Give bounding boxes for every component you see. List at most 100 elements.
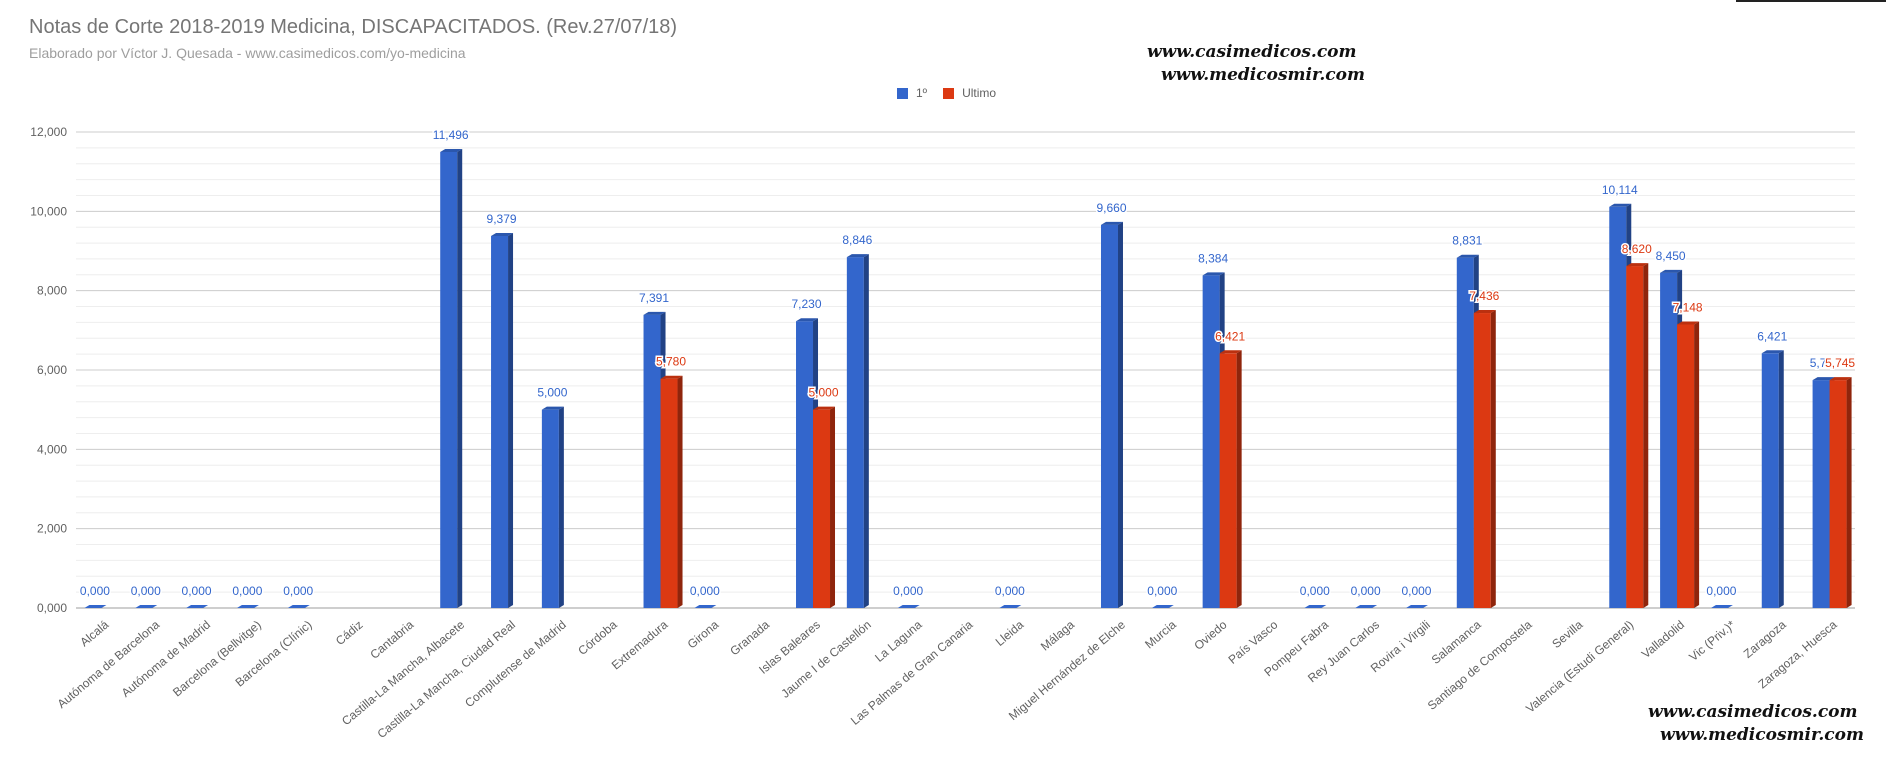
bar-side	[1236, 350, 1242, 608]
legend-item-series-2[interactable]: Ultimo	[943, 86, 996, 100]
bar-face	[1100, 224, 1118, 608]
bar-series-1[interactable]	[1355, 605, 1378, 608]
x-tick-label: Granada	[727, 617, 772, 658]
bar-face	[1660, 272, 1678, 608]
bar-side	[1846, 377, 1852, 608]
x-tick-label: Girona	[685, 617, 722, 651]
bar-side	[863, 254, 869, 608]
data-label: 0,000	[131, 584, 161, 598]
bar-series-2[interactable]	[813, 406, 836, 608]
y-tick-label: 4,000	[37, 442, 67, 456]
bar-top	[846, 254, 869, 258]
bar-top	[1677, 321, 1700, 325]
bar-series-1[interactable]	[999, 605, 1022, 608]
bar-side	[1490, 310, 1496, 608]
y-axis: 0,000 2,000 4,000 6,000 8,000 10,000 12,000	[30, 125, 67, 615]
bar-series-1[interactable]	[1151, 605, 1174, 608]
bar-top	[1761, 350, 1784, 354]
watermark-medicosmir-top: www.medicosmir.com	[1161, 65, 1365, 85]
bar-series-2[interactable]	[1473, 310, 1496, 608]
data-label: 6,421	[1215, 329, 1245, 343]
x-tick-label: Santiago de Compostela	[1425, 617, 1535, 712]
y-tick-label: 0,000	[37, 601, 67, 615]
bar-face	[1473, 313, 1491, 608]
chart-title: Notas de Corte 2018-2019 Medicina, DISCA…	[29, 16, 678, 38]
bar-series-1[interactable]	[1405, 605, 1428, 608]
bar-face	[1677, 324, 1695, 608]
data-label: 5,7...	[1810, 356, 1837, 370]
legend-item-series-1[interactable]: 1º	[897, 86, 927, 100]
bar-series-2[interactable]	[1829, 377, 1852, 608]
gridlines	[76, 131, 1855, 609]
bar-face	[1219, 353, 1237, 608]
bar-series-2[interactable]	[1677, 321, 1700, 608]
bar-series-1[interactable]	[135, 605, 158, 608]
x-tick-label: Alcalá	[77, 617, 111, 649]
bar-top	[1202, 272, 1225, 276]
bar-top	[643, 311, 666, 315]
x-tick-label: Oviedo	[1191, 617, 1229, 652]
bar-series-1[interactable]	[1761, 350, 1784, 608]
x-tick-label: Zaragoza	[1741, 617, 1789, 661]
bar-face	[1812, 380, 1830, 608]
bar-series-1[interactable]	[897, 605, 920, 608]
legend-label-series-1: 1º	[916, 86, 928, 100]
data-label: 0,000	[1351, 584, 1381, 598]
bar-series-1[interactable]	[694, 605, 717, 608]
watermark-medicosmir-bottom: www.medicosmir.com	[1660, 725, 1864, 745]
bar-face	[694, 605, 717, 608]
x-tick-label: Cádiz	[333, 618, 366, 648]
bar-series-1[interactable]	[236, 605, 259, 608]
data-label: 6,421	[1757, 329, 1787, 343]
data-label: 5,745	[1825, 356, 1855, 370]
data-label: 0,000	[80, 584, 110, 598]
data-label: 7,391	[639, 291, 669, 305]
bar-series-1[interactable]	[440, 148, 463, 608]
bar-series-1[interactable]	[541, 406, 564, 608]
x-tick-label: Complutense de Madrid	[462, 618, 569, 711]
bar-side	[677, 375, 683, 608]
x-tick-label: La Laguna	[872, 617, 925, 664]
data-label: 0,000	[232, 584, 262, 598]
bar-face	[660, 378, 678, 608]
y-tick-label: 6,000	[37, 363, 67, 377]
data-label: 7,436	[1469, 289, 1499, 303]
bar-side	[1694, 321, 1700, 608]
data-label: 8,384	[1198, 251, 1228, 265]
bar-series-2[interactable]	[1626, 263, 1649, 608]
bar-top	[1660, 269, 1683, 273]
data-label: 0,000	[1300, 584, 1330, 598]
data-label: 5,000	[808, 386, 838, 400]
y-tick-label: 12,000	[30, 125, 67, 139]
bar-series-2[interactable]	[1219, 350, 1242, 608]
y-tick-label: 2,000	[37, 522, 67, 536]
x-tick-label: Cantabria	[367, 617, 416, 661]
bar-side	[1643, 263, 1649, 608]
bar-face	[643, 314, 661, 608]
legend-label-series-2: Ultimo	[962, 86, 997, 100]
bar-top	[1456, 254, 1479, 258]
bar-face	[1710, 605, 1733, 608]
data-label: 0,000	[893, 584, 923, 598]
bar-series-1[interactable]	[84, 605, 107, 608]
bar-series-1[interactable]	[1304, 605, 1327, 608]
x-tick-label: Sevilla	[1549, 617, 1585, 651]
bar-face	[999, 605, 1022, 608]
bar-top	[813, 406, 836, 410]
bar-face	[1456, 257, 1474, 608]
x-tick-label: Barcelona (Bellvitge)	[170, 618, 264, 700]
data-label: 9,379	[487, 212, 517, 226]
data-label: 5,000	[537, 386, 567, 400]
bar-series-1[interactable]	[1710, 605, 1733, 608]
bar-top	[660, 375, 683, 379]
bar-top	[1626, 263, 1649, 267]
bar-series-1[interactable]	[491, 232, 514, 608]
bar-series-1[interactable]	[287, 605, 310, 608]
legend-swatch-series-1	[897, 87, 908, 99]
bar-series-2[interactable]	[660, 375, 683, 608]
bar-series-1[interactable]	[846, 254, 869, 608]
x-tick-label: Autónoma de Madrid	[119, 618, 213, 700]
bar-series-1[interactable]	[186, 605, 209, 608]
data-label: 8,620	[1622, 242, 1652, 256]
bar-series-1[interactable]	[1100, 221, 1123, 608]
